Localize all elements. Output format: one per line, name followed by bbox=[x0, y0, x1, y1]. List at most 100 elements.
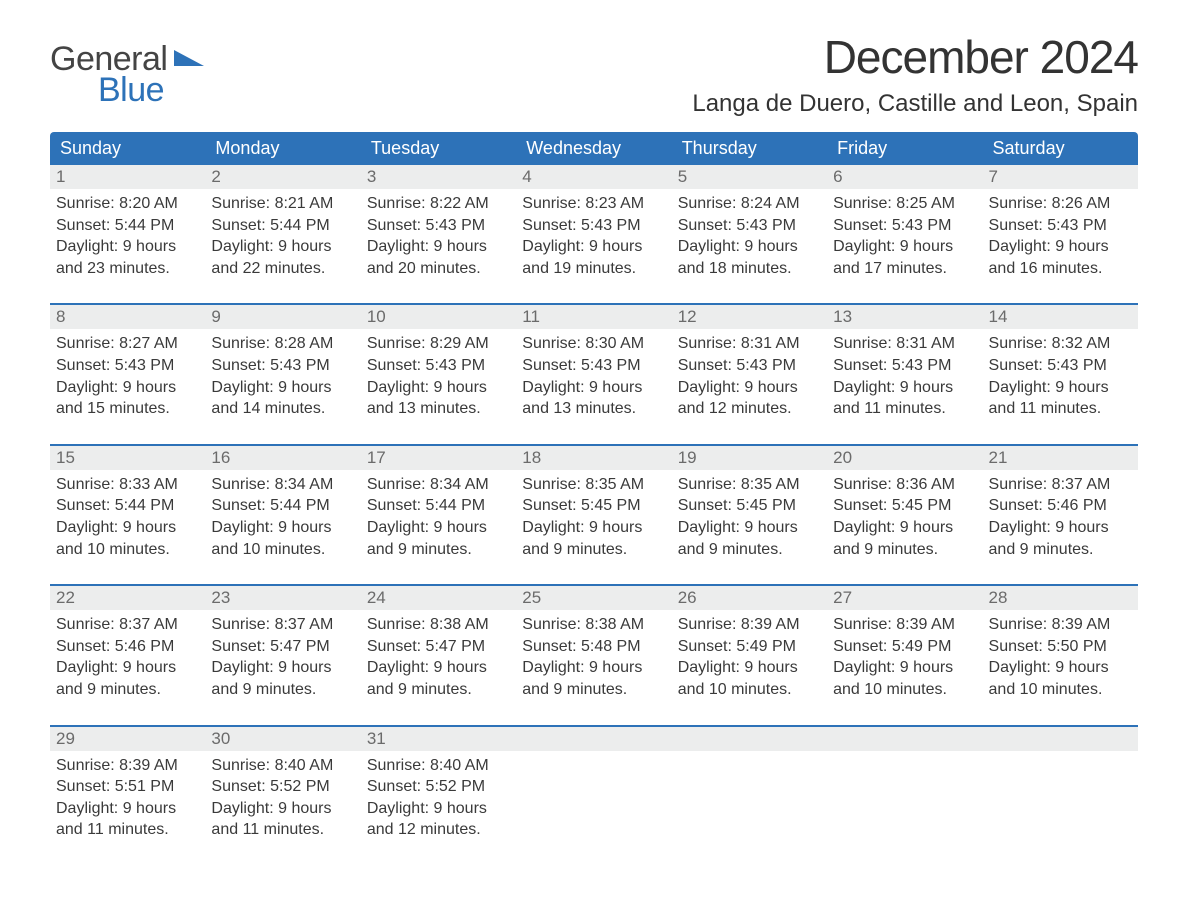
weekday-header-row: SundayMondayTuesdayWednesdayThursdayFrid… bbox=[50, 132, 1138, 165]
calendar-cell: 23Sunrise: 8:37 AMSunset: 5:47 PMDayligh… bbox=[205, 586, 360, 708]
calendar-cell: 11Sunrise: 8:30 AMSunset: 5:43 PMDayligh… bbox=[516, 305, 671, 427]
day-details: Sunrise: 8:33 AMSunset: 5:44 PMDaylight:… bbox=[50, 470, 205, 568]
day-details: Sunrise: 8:27 AMSunset: 5:43 PMDaylight:… bbox=[50, 329, 205, 427]
sunrise-text: Sunrise: 8:20 AM bbox=[56, 193, 199, 215]
sunrise-text: Sunrise: 8:34 AM bbox=[211, 474, 354, 496]
calendar-cell bbox=[827, 727, 982, 849]
calendar-cell: 2Sunrise: 8:21 AMSunset: 5:44 PMDaylight… bbox=[205, 165, 360, 287]
day-details: Sunrise: 8:37 AMSunset: 5:46 PMDaylight:… bbox=[983, 470, 1138, 568]
daylight-line2: and 12 minutes. bbox=[367, 819, 510, 841]
calendar-cell: 13Sunrise: 8:31 AMSunset: 5:43 PMDayligh… bbox=[827, 305, 982, 427]
daylight-line2: and 9 minutes. bbox=[522, 539, 665, 561]
sunset-text: Sunset: 5:49 PM bbox=[678, 636, 821, 658]
day-number: 20 bbox=[827, 446, 982, 470]
daylight-line1: Daylight: 9 hours bbox=[522, 517, 665, 539]
day-number: 16 bbox=[205, 446, 360, 470]
daylight-line2: and 14 minutes. bbox=[211, 398, 354, 420]
calendar-cell: 8Sunrise: 8:27 AMSunset: 5:43 PMDaylight… bbox=[50, 305, 205, 427]
sunset-text: Sunset: 5:43 PM bbox=[989, 215, 1132, 237]
sunset-text: Sunset: 5:43 PM bbox=[522, 215, 665, 237]
day-number: 1 bbox=[50, 165, 205, 189]
title-block: December 2024 Langa de Duero, Castille a… bbox=[692, 30, 1138, 118]
calendar-week: 8Sunrise: 8:27 AMSunset: 5:43 PMDaylight… bbox=[50, 303, 1138, 427]
daylight-line2: and 9 minutes. bbox=[989, 539, 1132, 561]
day-details: Sunrise: 8:37 AMSunset: 5:47 PMDaylight:… bbox=[205, 610, 360, 708]
daylight-line2: and 10 minutes. bbox=[678, 679, 821, 701]
day-number: 2 bbox=[205, 165, 360, 189]
weekday-header: Sunday bbox=[50, 132, 205, 165]
sunset-text: Sunset: 5:48 PM bbox=[522, 636, 665, 658]
daylight-line2: and 9 minutes. bbox=[56, 679, 199, 701]
daylight-line2: and 11 minutes. bbox=[211, 819, 354, 841]
sunset-text: Sunset: 5:44 PM bbox=[211, 215, 354, 237]
day-number: 25 bbox=[516, 586, 671, 610]
day-number: 6 bbox=[827, 165, 982, 189]
daylight-line1: Daylight: 9 hours bbox=[989, 236, 1132, 258]
calendar-cell: 10Sunrise: 8:29 AMSunset: 5:43 PMDayligh… bbox=[361, 305, 516, 427]
sunset-text: Sunset: 5:43 PM bbox=[367, 215, 510, 237]
sunrise-text: Sunrise: 8:31 AM bbox=[833, 333, 976, 355]
day-number-empty bbox=[827, 727, 982, 751]
daylight-line1: Daylight: 9 hours bbox=[211, 798, 354, 820]
day-number: 18 bbox=[516, 446, 671, 470]
daylight-line1: Daylight: 9 hours bbox=[989, 377, 1132, 399]
daylight-line2: and 9 minutes. bbox=[211, 679, 354, 701]
sunset-text: Sunset: 5:45 PM bbox=[678, 495, 821, 517]
day-details: Sunrise: 8:30 AMSunset: 5:43 PMDaylight:… bbox=[516, 329, 671, 427]
calendar-cell: 7Sunrise: 8:26 AMSunset: 5:43 PMDaylight… bbox=[983, 165, 1138, 287]
daylight-line1: Daylight: 9 hours bbox=[678, 377, 821, 399]
day-number: 28 bbox=[983, 586, 1138, 610]
day-number: 21 bbox=[983, 446, 1138, 470]
calendar-cell: 9Sunrise: 8:28 AMSunset: 5:43 PMDaylight… bbox=[205, 305, 360, 427]
weekday-header: Wednesday bbox=[516, 132, 671, 165]
daylight-line1: Daylight: 9 hours bbox=[367, 377, 510, 399]
daylight-line2: and 16 minutes. bbox=[989, 258, 1132, 280]
sunrise-text: Sunrise: 8:23 AM bbox=[522, 193, 665, 215]
daylight-line1: Daylight: 9 hours bbox=[56, 657, 199, 679]
day-number: 5 bbox=[672, 165, 827, 189]
daylight-line2: and 12 minutes. bbox=[678, 398, 821, 420]
day-details: Sunrise: 8:20 AMSunset: 5:44 PMDaylight:… bbox=[50, 189, 205, 287]
daylight-line1: Daylight: 9 hours bbox=[367, 236, 510, 258]
daylight-line2: and 9 minutes. bbox=[522, 679, 665, 701]
calendar-cell bbox=[672, 727, 827, 849]
daylight-line2: and 11 minutes. bbox=[833, 398, 976, 420]
sunrise-text: Sunrise: 8:34 AM bbox=[367, 474, 510, 496]
day-details: Sunrise: 8:35 AMSunset: 5:45 PMDaylight:… bbox=[516, 470, 671, 568]
sunset-text: Sunset: 5:44 PM bbox=[56, 215, 199, 237]
calendar: SundayMondayTuesdayWednesdayThursdayFrid… bbox=[50, 132, 1138, 849]
calendar-cell: 3Sunrise: 8:22 AMSunset: 5:43 PMDaylight… bbox=[361, 165, 516, 287]
brand-triangle-icon bbox=[174, 48, 204, 73]
sunset-text: Sunset: 5:43 PM bbox=[833, 355, 976, 377]
sunrise-text: Sunrise: 8:39 AM bbox=[678, 614, 821, 636]
daylight-line1: Daylight: 9 hours bbox=[211, 236, 354, 258]
calendar-cell: 29Sunrise: 8:39 AMSunset: 5:51 PMDayligh… bbox=[50, 727, 205, 849]
day-number: 15 bbox=[50, 446, 205, 470]
daylight-line2: and 9 minutes. bbox=[678, 539, 821, 561]
sunset-text: Sunset: 5:46 PM bbox=[56, 636, 199, 658]
day-number: 4 bbox=[516, 165, 671, 189]
calendar-cell: 21Sunrise: 8:37 AMSunset: 5:46 PMDayligh… bbox=[983, 446, 1138, 568]
sunset-text: Sunset: 5:43 PM bbox=[367, 355, 510, 377]
day-number: 24 bbox=[361, 586, 516, 610]
day-number-empty bbox=[672, 727, 827, 751]
calendar-cell: 31Sunrise: 8:40 AMSunset: 5:52 PMDayligh… bbox=[361, 727, 516, 849]
day-number: 27 bbox=[827, 586, 982, 610]
daylight-line1: Daylight: 9 hours bbox=[833, 236, 976, 258]
brand-logo: General Blue bbox=[50, 40, 204, 110]
day-details: Sunrise: 8:39 AMSunset: 5:50 PMDaylight:… bbox=[983, 610, 1138, 708]
sunrise-text: Sunrise: 8:26 AM bbox=[989, 193, 1132, 215]
daylight-line2: and 10 minutes. bbox=[833, 679, 976, 701]
sunset-text: Sunset: 5:52 PM bbox=[367, 776, 510, 798]
daylight-line2: and 13 minutes. bbox=[522, 398, 665, 420]
calendar-cell: 19Sunrise: 8:35 AMSunset: 5:45 PMDayligh… bbox=[672, 446, 827, 568]
day-number: 13 bbox=[827, 305, 982, 329]
sunrise-text: Sunrise: 8:37 AM bbox=[211, 614, 354, 636]
day-details: Sunrise: 8:39 AMSunset: 5:49 PMDaylight:… bbox=[827, 610, 982, 708]
sunset-text: Sunset: 5:44 PM bbox=[211, 495, 354, 517]
day-number: 26 bbox=[672, 586, 827, 610]
day-details: Sunrise: 8:39 AMSunset: 5:51 PMDaylight:… bbox=[50, 751, 205, 849]
daylight-line1: Daylight: 9 hours bbox=[56, 377, 199, 399]
calendar-cell: 25Sunrise: 8:38 AMSunset: 5:48 PMDayligh… bbox=[516, 586, 671, 708]
daylight-line1: Daylight: 9 hours bbox=[522, 236, 665, 258]
